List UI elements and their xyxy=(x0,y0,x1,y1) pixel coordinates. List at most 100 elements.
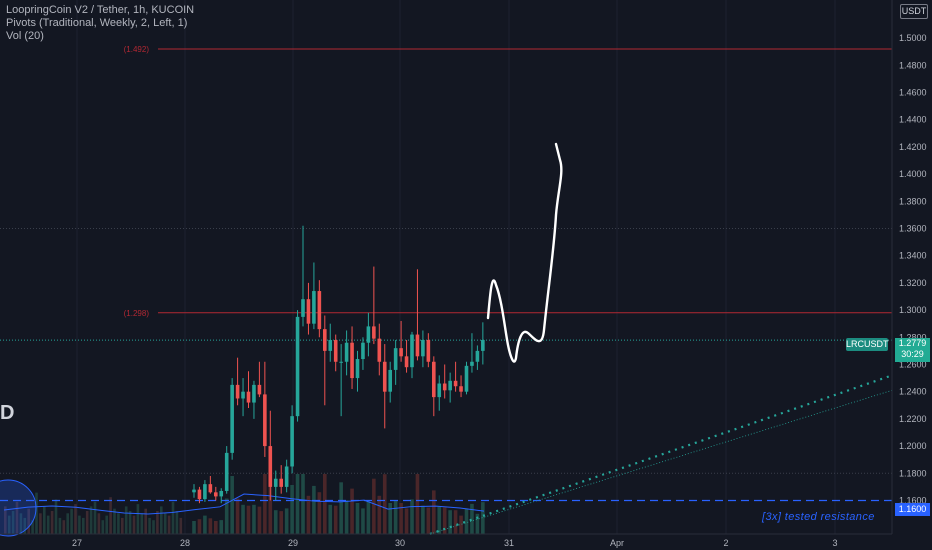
price-axis-bg xyxy=(892,0,932,550)
candle-body xyxy=(361,342,365,360)
last-price: 1.2779 xyxy=(898,338,927,348)
volume-bar xyxy=(156,511,159,534)
candle-body xyxy=(279,478,283,487)
volume-bar xyxy=(197,519,202,534)
volume-bars xyxy=(4,474,485,534)
volume-bar xyxy=(82,517,85,534)
candle-body xyxy=(448,380,452,391)
resistance-annotation[interactable]: [3x] tested resistance xyxy=(762,511,875,523)
x-tick-label: 2 xyxy=(723,538,728,548)
candle-body xyxy=(230,384,234,453)
volume-bar xyxy=(97,513,101,534)
candle-body xyxy=(464,365,469,392)
legend-pivots[interactable]: Pivots (Traditional, Weekly, 2, Left, 1) xyxy=(6,17,188,29)
levels: (1.492) (1.298) xyxy=(0,45,892,502)
y-tick-label: 1.4400 xyxy=(899,115,927,125)
volume-bar xyxy=(263,474,267,534)
volume-bar xyxy=(415,474,420,534)
legend-symbol[interactable]: LoopringCoin V2 / Tether, 1h, KUCOIN xyxy=(6,4,195,16)
candle-body xyxy=(415,334,420,357)
volume-bar xyxy=(101,520,105,534)
y-tick-label: 1.2800 xyxy=(899,332,927,342)
candle-body xyxy=(366,326,371,343)
volume-bar xyxy=(475,513,480,534)
volume-bar xyxy=(214,521,218,534)
volume-bar xyxy=(4,506,7,534)
y-tick-label: 1.4200 xyxy=(899,142,927,152)
volume-bar xyxy=(54,499,58,534)
last-price-box: 1.2779 30:29 xyxy=(895,338,930,362)
candle-body xyxy=(219,490,224,497)
y-tick-label: 1.3000 xyxy=(899,305,927,315)
volume-bar xyxy=(128,511,132,534)
candle-body xyxy=(192,489,196,493)
volume-bar xyxy=(323,474,327,534)
y-tick-label: 1.4000 xyxy=(899,169,927,179)
volume-bar xyxy=(27,508,30,534)
volume-bar xyxy=(62,520,66,534)
candle-body xyxy=(235,384,240,399)
volume-bar xyxy=(235,498,240,534)
volume-bar xyxy=(109,497,112,534)
volume-bar xyxy=(421,505,425,534)
y-tick-label: 1.3400 xyxy=(899,251,927,261)
volume-bar xyxy=(453,510,458,534)
candle-body xyxy=(339,361,343,363)
volume-bar xyxy=(273,510,278,534)
volume-bar xyxy=(132,515,136,534)
volume-bar xyxy=(301,474,305,534)
volume-bar xyxy=(432,490,436,534)
candle-body xyxy=(301,299,305,317)
candle-body xyxy=(453,380,458,387)
candle-body xyxy=(481,340,485,351)
volume-bar xyxy=(179,517,183,534)
volume-bar xyxy=(312,485,316,534)
candle-body xyxy=(317,291,322,330)
volume-bar xyxy=(70,508,73,534)
volume-ma-line xyxy=(3,493,485,515)
candle-body xyxy=(393,348,398,370)
chart-legend: LoopringCoin V2 / Tether, 1h, KUCOIN Piv… xyxy=(6,4,194,43)
y-tick-label: 1.2200 xyxy=(899,414,927,424)
volume-bar xyxy=(192,521,196,534)
legend-volume[interactable]: Vol (20) xyxy=(6,30,44,42)
candle-body xyxy=(263,394,267,447)
volume-bar xyxy=(113,508,116,534)
grid xyxy=(76,0,836,534)
volume-bar xyxy=(306,495,311,534)
y-tick-label: 1.1800 xyxy=(899,468,927,478)
volume-bar xyxy=(366,501,371,534)
pivot-label: (1.298) xyxy=(124,309,150,318)
volume-bar xyxy=(136,504,140,534)
candle-body xyxy=(410,334,414,368)
volume-bar xyxy=(175,511,179,534)
volume-bar xyxy=(350,488,354,534)
volume-bar xyxy=(382,474,387,534)
volume-bar xyxy=(39,513,42,534)
candle-body xyxy=(426,340,431,362)
volume-bar xyxy=(481,502,485,534)
volume-bar xyxy=(15,501,19,534)
candle-body xyxy=(246,391,251,403)
y-tick-label: 1.3200 xyxy=(899,278,927,288)
y-tick-label: 1.2400 xyxy=(899,387,927,397)
candle-body xyxy=(355,359,360,379)
hand-drawn-projection xyxy=(486,142,563,363)
volume-bar xyxy=(50,511,54,534)
candle-body xyxy=(214,492,218,497)
currency-badge[interactable]: USDT xyxy=(900,4,928,19)
candle-body xyxy=(344,342,349,362)
candle-body xyxy=(328,340,333,351)
x-tick-label: Apr xyxy=(610,538,624,548)
y-tick-label: 1.3600 xyxy=(899,223,927,233)
candle-body xyxy=(241,391,245,399)
y-tick-label: 1.5000 xyxy=(899,33,927,43)
volume-bar xyxy=(355,503,360,534)
volume-bar xyxy=(121,517,124,534)
volume-bar xyxy=(7,515,11,534)
volume-bar xyxy=(290,485,294,534)
volume-bar xyxy=(377,495,382,534)
candle-body xyxy=(442,383,447,391)
volume-bar xyxy=(317,492,322,534)
